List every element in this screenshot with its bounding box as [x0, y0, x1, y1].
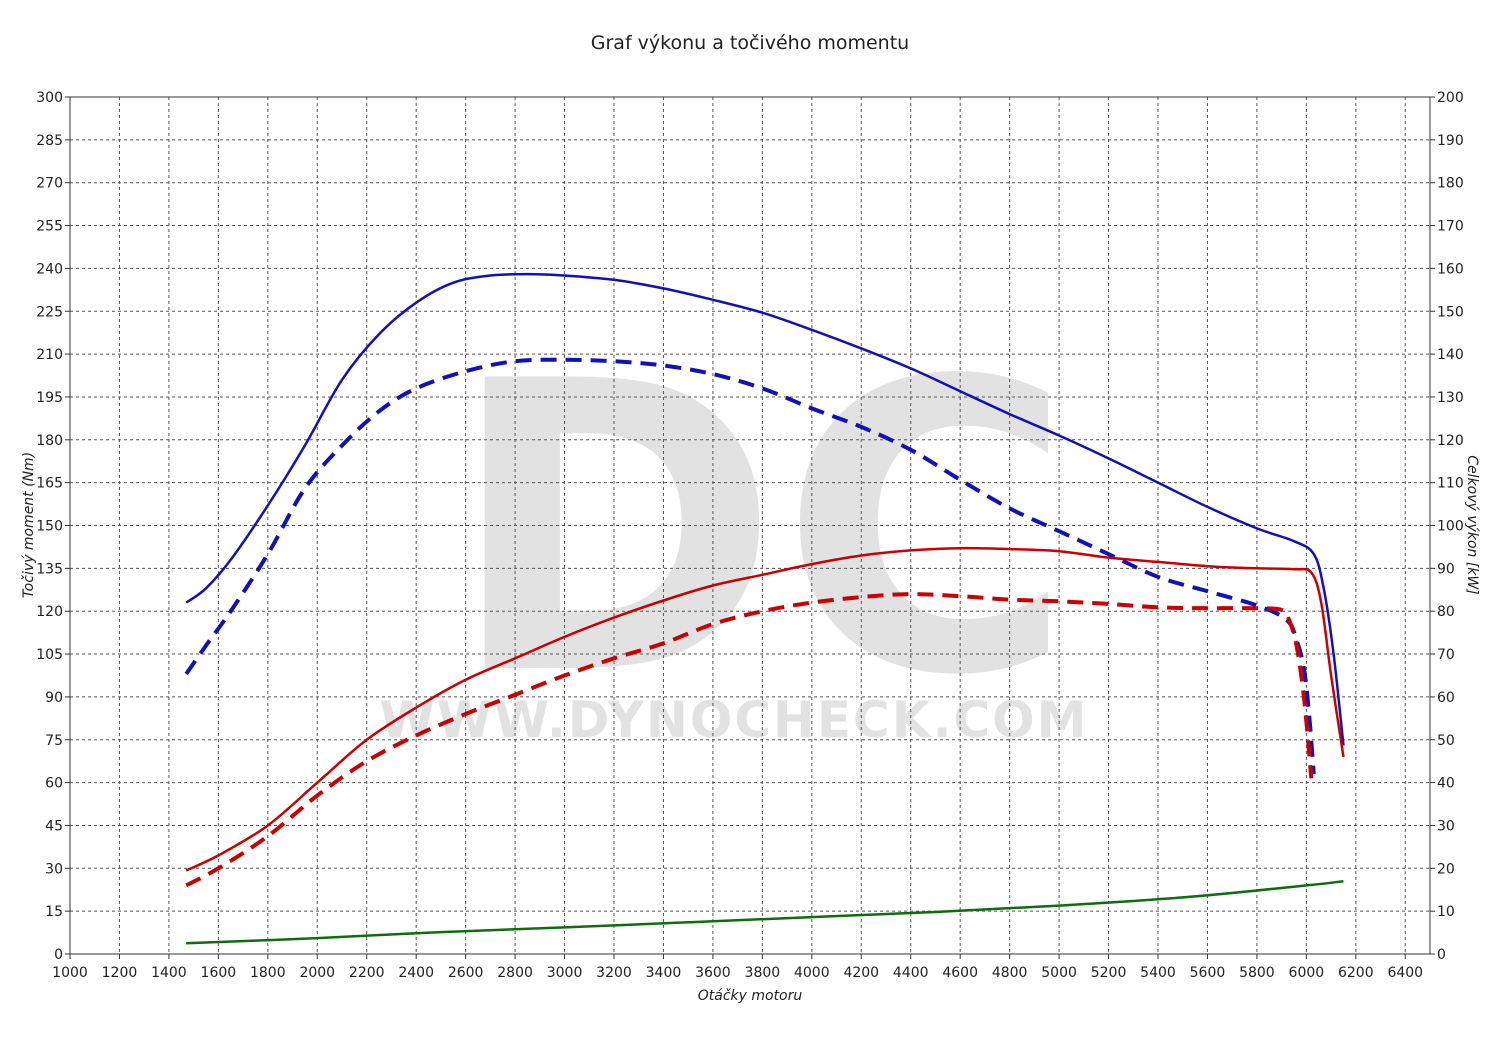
- y-right-tick-label: 190: [1437, 133, 1464, 149]
- power-line-dashed: [185, 592, 1314, 888]
- grid: [70, 97, 1430, 954]
- x-tick-label: 4400: [893, 965, 929, 981]
- y-left-tick-label: 90: [45, 690, 63, 706]
- x-tick-label: 3600: [695, 965, 731, 981]
- y-left-tick-label: 120: [36, 604, 63, 620]
- y-right-tick-label: 120: [1437, 433, 1464, 449]
- y-right-tick-label: 30: [1437, 818, 1455, 834]
- y-left-tick-label: 135: [36, 561, 63, 577]
- x-tick-label: 6200: [1338, 965, 1374, 981]
- x-tick-label: 2200: [349, 965, 385, 981]
- y-right-tick-label: 170: [1437, 219, 1464, 235]
- x-tick-label: 1400: [151, 965, 187, 981]
- x-tick-label: 4600: [942, 965, 978, 981]
- x-tick-label: 4800: [992, 965, 1028, 981]
- x-axis-label: Otáčky motoru: [698, 988, 803, 1004]
- y-left-tick-label: 180: [36, 433, 63, 449]
- y-right-tick-label: 0: [1437, 947, 1446, 963]
- y-axis-right-label: Celkový výkon [kW]: [1464, 455, 1480, 594]
- y-left-tick-label: 165: [36, 476, 63, 492]
- x-tick-label: 2600: [448, 965, 484, 981]
- y-right-tick-label: 50: [1437, 733, 1455, 749]
- y-left-tick-label: 285: [36, 133, 63, 149]
- x-tick-label: 1600: [201, 965, 237, 981]
- x-tick-label: 3000: [547, 965, 583, 981]
- chart-title: Graf výkonu a točivého momentu: [590, 32, 910, 54]
- y-left-tick-label: 75: [45, 733, 63, 749]
- y-right-tick-label: 200: [1437, 90, 1464, 106]
- x-tick-label: 2000: [299, 965, 335, 981]
- y-left-tick-label: 0: [54, 947, 63, 963]
- y-left-tick-label: 225: [36, 304, 63, 320]
- x-tick-label: 6400: [1387, 965, 1423, 981]
- y-axis-left-ticks: 0 15 30 45 60 75 90 105 120 135 150 165 180 195 210 225…: [36, 90, 70, 963]
- x-tick-label: 5800: [1239, 965, 1275, 981]
- y-left-tick-label: 270: [36, 176, 63, 192]
- y-axis-left-label: Točivý moment (Nm): [21, 452, 37, 598]
- y-right-tick-label: 140: [1437, 347, 1464, 363]
- y-right-tick-label: 180: [1437, 176, 1464, 192]
- x-tick-label: 5000: [1041, 965, 1077, 981]
- x-tick-label: 2400: [398, 965, 434, 981]
- y-right-tick-label: 110: [1437, 476, 1464, 492]
- y-left-tick-label: 150: [36, 519, 63, 535]
- y-right-tick-label: 80: [1437, 604, 1455, 620]
- power-line-solid: [185, 546, 1345, 872]
- y-right-tick-label: 40: [1437, 776, 1455, 792]
- series-lines: [184, 272, 1345, 945]
- x-tick-label: 6000: [1289, 965, 1325, 981]
- y-right-tick-label: 20: [1437, 861, 1455, 877]
- watermark-url: WWW.DYNOCHECK.COM: [380, 691, 1089, 749]
- y-left-tick-label: 210: [36, 347, 63, 363]
- y-right-tick-label: 70: [1437, 647, 1455, 663]
- y-left-tick-label: 15: [45, 904, 63, 920]
- torque-line-dashed: [184, 357, 1316, 775]
- y-left-tick-label: 300: [36, 90, 63, 106]
- y-right-tick-label: 100: [1437, 519, 1464, 535]
- x-tick-label: 2800: [497, 965, 533, 981]
- y-left-tick-label: 30: [45, 861, 63, 877]
- y-right-tick-label: 90: [1437, 561, 1455, 577]
- x-tick-label: 5200: [1091, 965, 1127, 981]
- y-left-tick-label: 195: [36, 390, 63, 406]
- y-left-tick-label: 60: [45, 776, 63, 792]
- y-right-tick-label: 160: [1437, 261, 1464, 277]
- x-tick-label: 5600: [1190, 965, 1226, 981]
- x-tick-label: 1800: [250, 965, 286, 981]
- loss-power-line: [186, 879, 1344, 945]
- y-axis-right-ticks: 0 10 20 30 40 50 60 70 80 90 100 110 120 130 140 150 160…: [1430, 90, 1464, 963]
- y-left-tick-label: 105: [36, 647, 63, 663]
- y-left-tick-label: 240: [36, 261, 63, 277]
- x-tick-label: 4000: [794, 965, 830, 981]
- x-tick-label: 4200: [843, 965, 879, 981]
- y-right-tick-label: 130: [1437, 390, 1464, 406]
- torque-line-solid: [185, 272, 1345, 746]
- x-tick-label: 1200: [102, 965, 138, 981]
- y-right-tick-label: 60: [1437, 690, 1455, 706]
- y-left-tick-label: 45: [45, 818, 63, 834]
- y-right-tick-label: 10: [1437, 904, 1455, 920]
- x-tick-label: 1000: [52, 965, 88, 981]
- x-tick-label: 3400: [646, 965, 682, 981]
- watermark-letters: DC: [448, 298, 1074, 763]
- x-tick-label: 3200: [596, 965, 632, 981]
- y-left-tick-label: 255: [36, 219, 63, 235]
- x-tick-label: 3800: [745, 965, 781, 981]
- x-tick-label: 5400: [1140, 965, 1176, 981]
- x-axis-ticks: 1000 1200 1400 1600 1800 2000 2200 2400 2600 2800…: [52, 954, 1423, 981]
- watermark: DC WWW.DYNOCHECK.COM: [380, 298, 1089, 763]
- y-right-tick-label: 150: [1437, 304, 1464, 320]
